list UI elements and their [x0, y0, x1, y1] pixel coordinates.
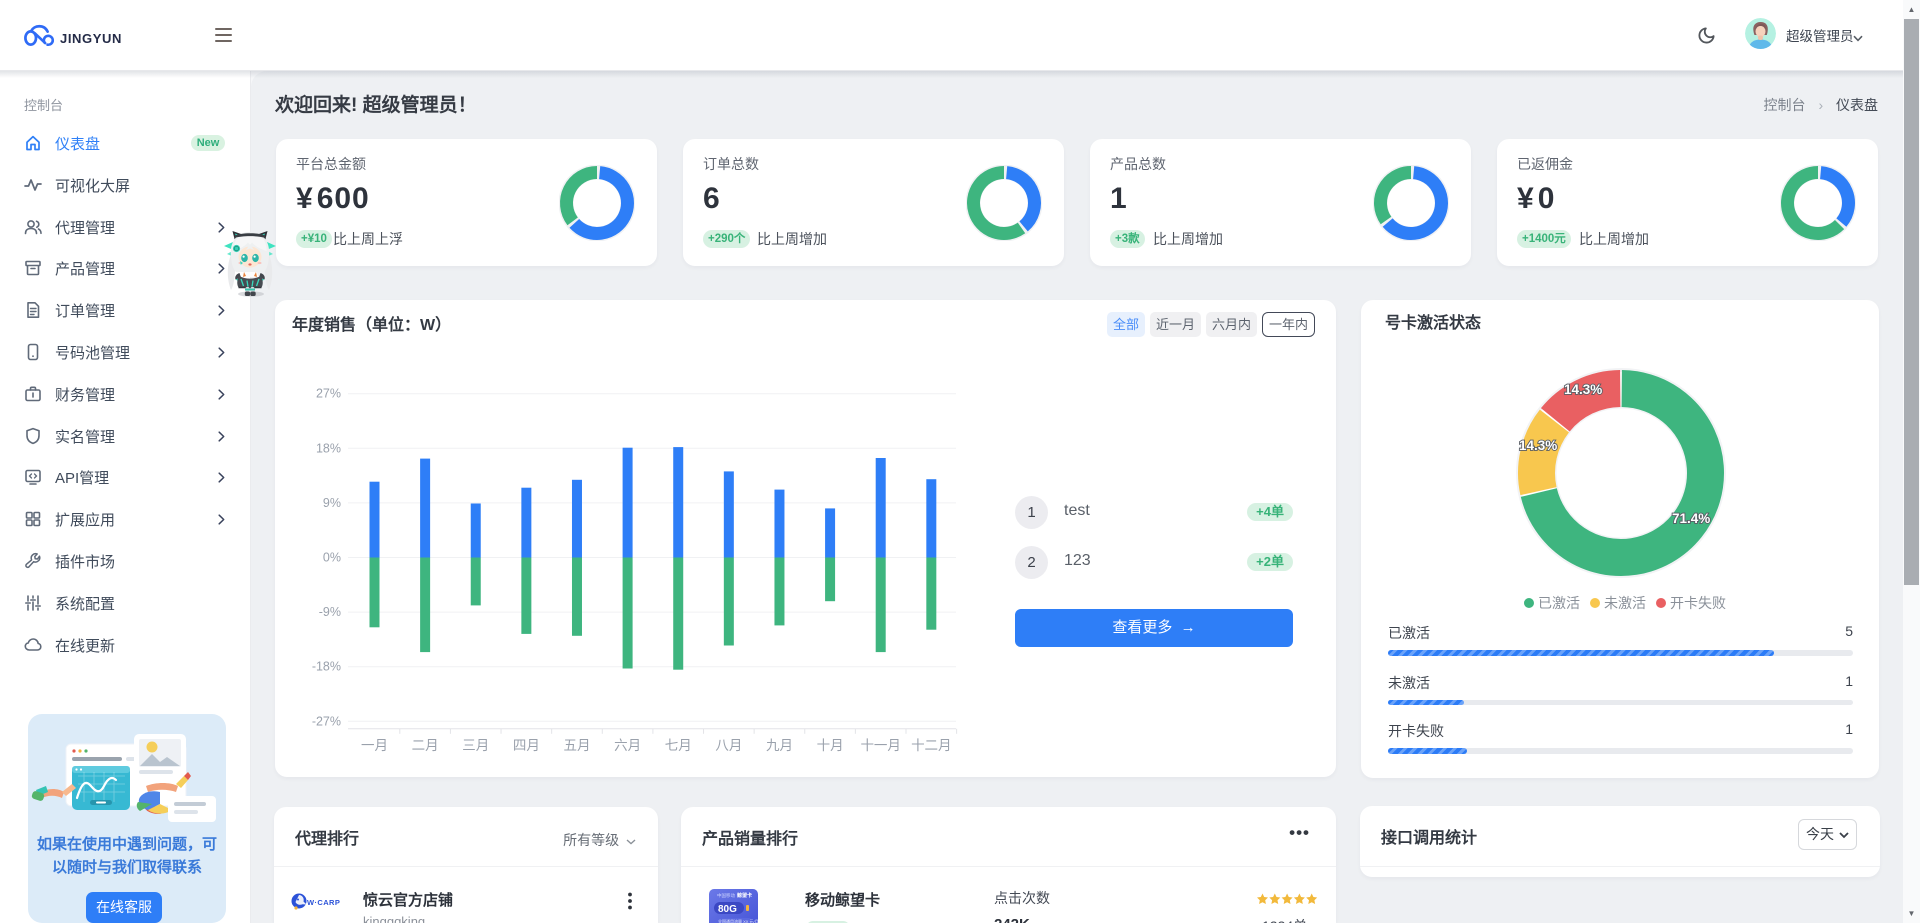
svg-text:-18%: -18% — [312, 660, 341, 674]
svg-text:五月: 五月 — [563, 738, 590, 753]
svg-text:一月: 一月 — [361, 738, 388, 753]
svg-text:四月: 四月 — [513, 738, 540, 753]
svg-text:七月: 七月 — [665, 738, 692, 753]
svg-text:-9%: -9% — [319, 605, 341, 619]
svg-text:80G: 80G — [718, 904, 737, 915]
svg-text:W·CARP: W·CARP — [307, 898, 340, 907]
svg-text:三月: 三月 — [462, 738, 489, 753]
svg-text:9%: 9% — [323, 496, 341, 510]
svg-text:二月: 二月 — [412, 738, 439, 753]
svg-text:十月: 十月 — [817, 738, 844, 753]
svg-text:中国移动: 中国移动 — [717, 892, 735, 899]
svg-text:14.3%: 14.3% — [1564, 382, 1602, 397]
svg-text:六月: 六月 — [614, 738, 641, 753]
svg-text:九月: 九月 — [766, 738, 793, 753]
svg-text:71.4%: 71.4% — [1672, 511, 1710, 526]
svg-text:十一月: 十一月 — [860, 738, 901, 753]
svg-text:八月: 八月 — [715, 738, 742, 753]
svg-text:0%: 0% — [323, 551, 341, 565]
svg-text:14.3%: 14.3% — [1519, 438, 1557, 453]
svg-text:-27%: -27% — [312, 714, 341, 728]
svg-text:27%: 27% — [316, 387, 341, 401]
svg-text:18%: 18% — [316, 441, 341, 455]
svg-text:全国通用流量 XX 元/月: 全国通用流量 XX 元/月 — [718, 918, 758, 923]
svg-text:十二月: 十二月 — [911, 738, 952, 753]
svg-text:鲸望卡: 鲸望卡 — [737, 892, 752, 899]
